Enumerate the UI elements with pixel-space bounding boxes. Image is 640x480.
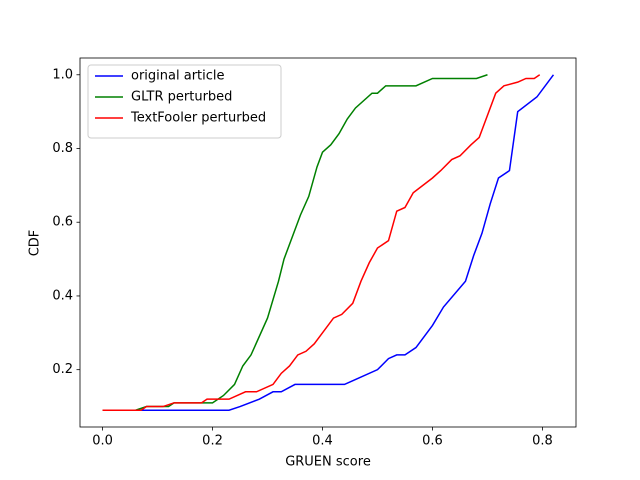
x-tick-label: 0.2: [202, 434, 223, 449]
x-tick-label: 0.6: [422, 434, 443, 449]
y-tick-label: 0.2: [52, 362, 73, 377]
legend-label: GLTR perturbed: [131, 90, 232, 105]
data-line: [102, 74, 541, 411]
y-tick-label: 0.8: [52, 141, 73, 156]
plot-frame: [79, 57, 577, 428]
legend-box: [87, 64, 282, 139]
y-tick-label: 1.0: [52, 67, 73, 82]
y-tick-label: 0.4: [52, 288, 73, 303]
data-line: [102, 74, 555, 411]
y-tick-label: 0.6: [52, 215, 73, 230]
x-axis-label: GRUEN score: [285, 455, 371, 470]
legend-label: TextFooler perturbed: [130, 111, 266, 126]
y-axis-label: CDF: [28, 230, 43, 257]
x-tick-label: 0.0: [92, 434, 113, 449]
legend-label: original article: [131, 69, 225, 84]
x-tick-label: 0.8: [532, 434, 553, 449]
x-tick-label: 0.4: [312, 434, 333, 449]
